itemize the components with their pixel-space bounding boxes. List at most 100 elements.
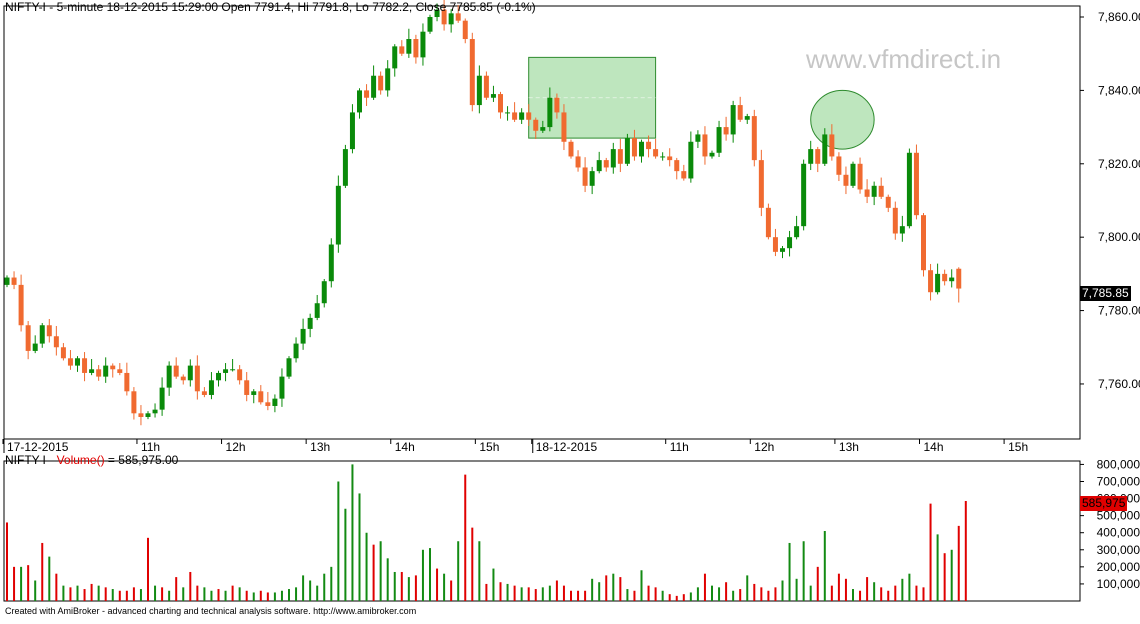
candle-body <box>434 9 440 18</box>
candle-body <box>237 369 243 381</box>
candle-body <box>603 160 609 168</box>
candle <box>46 319 52 343</box>
candle-body <box>244 380 250 395</box>
candle-body <box>646 141 652 150</box>
candle-body <box>406 39 412 54</box>
candle <box>575 150 581 172</box>
candle <box>758 149 764 217</box>
candle <box>110 363 116 378</box>
x-tick-label: 13h <box>839 440 859 454</box>
candle-body <box>512 112 518 120</box>
candle-body <box>624 138 630 164</box>
candle-body <box>808 149 814 164</box>
candle <box>582 157 588 193</box>
candle <box>60 343 66 361</box>
candle <box>885 194 891 213</box>
candle-body <box>505 112 511 114</box>
candle-body <box>864 189 870 197</box>
candle <box>624 133 630 166</box>
candle <box>787 230 793 257</box>
candle-body <box>180 376 186 381</box>
candle-body <box>321 281 327 304</box>
candle <box>765 203 771 240</box>
candle-body <box>526 112 532 120</box>
candle-body <box>230 369 236 371</box>
low-value: 7782.2 <box>372 0 409 14</box>
candle <box>293 337 299 363</box>
candle-body <box>780 248 785 252</box>
candle-body <box>575 156 581 168</box>
candle <box>420 23 426 66</box>
candle <box>434 3 440 22</box>
candle <box>413 34 419 64</box>
candle <box>152 403 158 418</box>
candle-body <box>892 207 898 234</box>
candle-body <box>53 336 59 348</box>
candle <box>913 144 919 220</box>
candle <box>328 238 334 288</box>
candle-body <box>765 207 771 238</box>
x-tick-label: 11h <box>141 440 160 454</box>
candle-body <box>166 365 172 388</box>
candle-body <box>667 156 673 161</box>
candle-body <box>420 31 426 58</box>
candle-body <box>89 369 95 373</box>
candle-body <box>815 149 821 164</box>
candle-body <box>716 127 722 153</box>
candle-body <box>469 39 475 106</box>
candle-body <box>462 20 468 40</box>
volume-indicator: Volume() <box>56 453 105 467</box>
candle <box>639 139 644 163</box>
candle <box>483 71 489 100</box>
watermark: www.vfmdirect.in <box>806 44 1002 74</box>
candle-body <box>75 358 80 366</box>
candle <box>822 128 828 166</box>
candle-body <box>878 185 884 197</box>
candle <box>201 387 207 398</box>
candle-body <box>216 372 221 381</box>
candle <box>18 274 24 332</box>
candle-body <box>67 358 73 366</box>
candle-body <box>223 369 229 373</box>
candle-body <box>258 391 264 403</box>
volume-y-tick-label: 800,000 <box>1097 457 1140 471</box>
candle-body <box>349 112 355 150</box>
high-value: 7791.8 <box>312 0 349 14</box>
highlight-ellipse <box>810 89 875 150</box>
candle <box>82 352 88 382</box>
candle <box>490 85 496 102</box>
candle <box>357 88 362 119</box>
candle-body <box>568 141 574 157</box>
candle <box>364 84 370 106</box>
candle-body <box>921 215 926 271</box>
candle-body <box>949 277 955 282</box>
symbol-label: NIFTY-I <box>5 0 46 14</box>
x-tick-label: 11h <box>670 440 689 454</box>
candle-body <box>378 75 384 91</box>
candle <box>561 104 567 151</box>
candle <box>547 87 553 132</box>
candle <box>751 109 757 167</box>
candle-body <box>843 174 849 186</box>
candle <box>906 148 912 229</box>
candle <box>392 44 398 77</box>
candle <box>166 361 172 396</box>
candle-body <box>60 347 66 359</box>
candle-body <box>328 244 334 282</box>
candle <box>646 135 652 158</box>
candle-body <box>300 328 306 344</box>
close-value: 7785.85 <box>449 0 493 14</box>
candle-body <box>286 358 292 377</box>
candle-body <box>39 325 45 344</box>
candle-body <box>829 134 835 157</box>
candle <box>949 269 955 288</box>
candle <box>772 228 778 257</box>
candle <box>653 138 659 159</box>
candle-body <box>631 138 637 157</box>
candle <box>942 269 948 286</box>
candle-body <box>124 372 130 392</box>
candle-body <box>413 39 419 58</box>
candle-body <box>737 105 743 120</box>
